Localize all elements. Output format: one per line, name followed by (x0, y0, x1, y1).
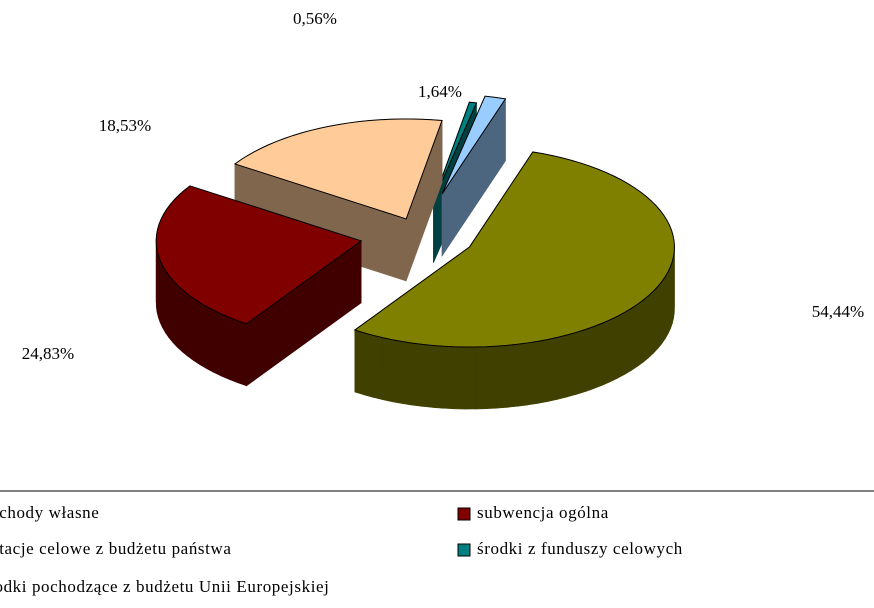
slice-top (441, 95, 507, 195)
slice-side (432, 345, 444, 409)
slice-side (617, 311, 625, 379)
legend-swatch (457, 543, 471, 557)
slice-side (193, 297, 201, 366)
slice-side (624, 307, 632, 375)
slice-side (172, 279, 178, 348)
slice-side (159, 260, 163, 328)
slice-side (648, 290, 655, 359)
legend: dochody własne subwencja ogólna dotacje ce… (0, 503, 683, 596)
slice-side (363, 332, 374, 398)
slice-side (653, 285, 659, 354)
slice-side (657, 280, 663, 350)
slice-side (609, 315, 618, 383)
slice-side (162, 264, 166, 334)
slice-top (432, 101, 478, 201)
slice-side (391, 339, 403, 404)
slice-side (643, 294, 650, 363)
pie (155, 95, 675, 410)
slice-side (165, 269, 170, 339)
slice-side (401, 341, 413, 406)
slice-side (575, 329, 586, 395)
legend-label: subwencja ogólna (477, 503, 609, 522)
slice-side (601, 319, 611, 386)
data-label: 54,44% (812, 302, 864, 321)
data-label: 18,53% (99, 116, 151, 135)
slice-side (506, 343, 518, 408)
slice-side (665, 270, 669, 340)
data-label: 0,56% (293, 9, 337, 28)
data-label: 1,64% (418, 82, 462, 101)
data-label: 24,83% (22, 344, 74, 363)
slice-side (485, 345, 497, 410)
slice-side (464, 346, 476, 410)
slice-side (213, 310, 222, 377)
data-labels: 54,44% 24,83% 18,53% 0,56% 1,64% (22, 9, 864, 363)
legend-swatch (457, 507, 471, 521)
slice-side (630, 303, 638, 371)
slice-side (237, 320, 247, 387)
slice-side (593, 322, 603, 390)
slice-side (667, 266, 671, 334)
slice-side (517, 342, 528, 407)
slice-side (453, 346, 466, 410)
slice-side (354, 329, 365, 396)
slice-top (353, 151, 675, 348)
slice-side (557, 334, 568, 400)
slice-side (547, 337, 558, 402)
slice-side (181, 289, 188, 357)
slice-side (527, 340, 539, 406)
legend-label: środki pochodzące z budżetu Unii Europej… (0, 577, 329, 596)
slice-side (496, 345, 508, 409)
slice-side (229, 317, 239, 384)
slice-side (584, 326, 594, 393)
slice (155, 185, 363, 387)
slice-top (155, 185, 363, 325)
slice-side (187, 293, 194, 362)
slice-side (422, 344, 434, 408)
slice-side (176, 284, 183, 353)
slice (353, 150, 675, 410)
slice-side (412, 342, 423, 407)
legend-label: środki z funduszy celowych (477, 539, 683, 558)
slice-side (372, 334, 383, 401)
legend-label: dotacje celowe z budżetu państwa (0, 539, 231, 558)
slice (441, 95, 507, 257)
slice-side (382, 337, 393, 403)
slice-side (443, 345, 455, 410)
slice-side (566, 332, 577, 398)
slice-side (206, 306, 215, 373)
slice-side (168, 274, 174, 344)
slice-side (537, 339, 548, 404)
legend-label: dochody własne (0, 503, 99, 522)
slice-side (199, 302, 208, 370)
slice-side (221, 313, 230, 381)
slice-side (475, 346, 487, 410)
slice-top (233, 118, 443, 220)
slice-side (637, 299, 644, 367)
slice-side (661, 275, 666, 345)
